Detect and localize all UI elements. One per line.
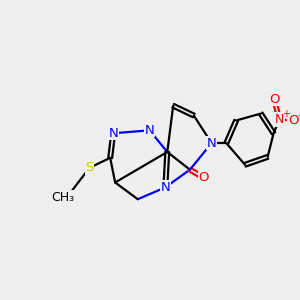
Text: CH₃: CH₃ [51,191,74,204]
Text: N: N [275,113,284,126]
Text: O: O [198,171,209,184]
Text: O: O [269,93,280,106]
Text: N: N [108,127,118,140]
Text: +: + [282,109,290,119]
Text: -: - [298,110,300,120]
Text: N: N [207,136,216,150]
Text: S: S [85,161,94,174]
Text: N: N [145,124,154,137]
Text: N: N [160,181,170,194]
Text: O: O [288,114,298,127]
